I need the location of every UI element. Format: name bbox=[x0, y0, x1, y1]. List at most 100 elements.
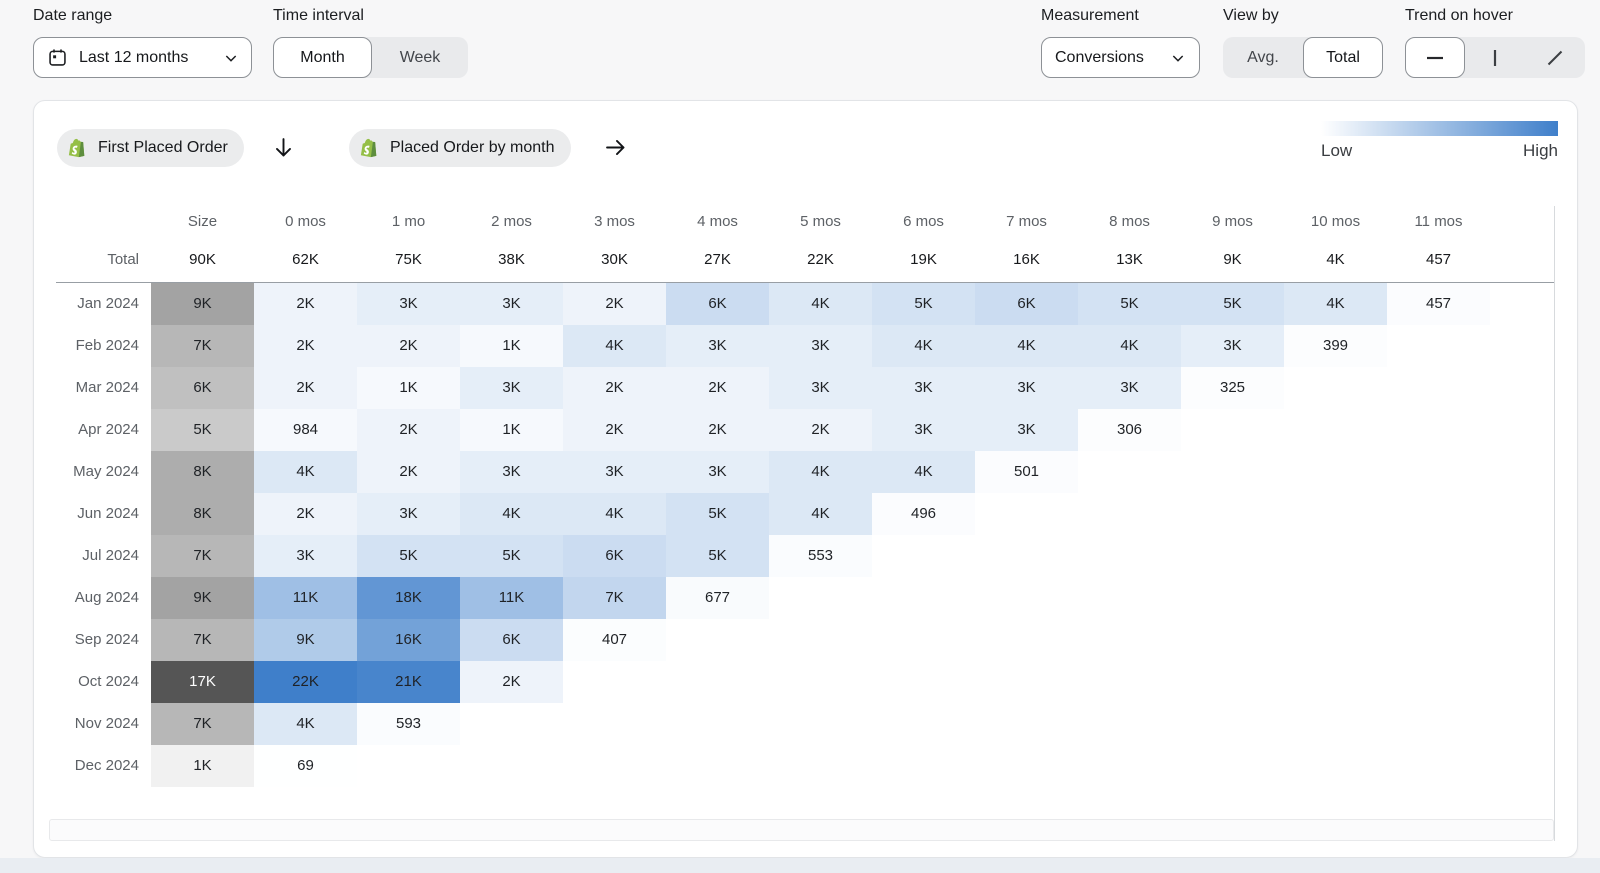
trend-diagonal-line-option[interactable] bbox=[1525, 37, 1585, 78]
heatmap-cell[interactable]: 3K bbox=[563, 451, 666, 493]
heatmap-cell[interactable]: 4K bbox=[1284, 283, 1387, 325]
heatmap-cell[interactable]: 6K bbox=[563, 535, 666, 577]
size-cell[interactable]: 7K bbox=[151, 535, 254, 577]
heatmap-cell[interactable]: 407 bbox=[563, 619, 666, 661]
heatmap-cell[interactable]: 3K bbox=[460, 451, 563, 493]
heatmap-cell[interactable]: 3K bbox=[357, 493, 460, 535]
heatmap-cell[interactable]: 6K bbox=[975, 283, 1078, 325]
heatmap-cell[interactable]: 18K bbox=[357, 577, 460, 619]
heatmap-cell[interactable]: 306 bbox=[1078, 409, 1181, 451]
heatmap-cell[interactable]: 3K bbox=[872, 367, 975, 409]
heatmap-cell[interactable]: 2K bbox=[357, 451, 460, 493]
heatmap-cell[interactable]: 3K bbox=[872, 409, 975, 451]
size-cell[interactable]: 5K bbox=[151, 409, 254, 451]
heatmap-cell[interactable]: 457 bbox=[1387, 283, 1490, 325]
heatmap-cell[interactable]: 2K bbox=[357, 409, 460, 451]
view-by-avg[interactable]: Avg. bbox=[1247, 48, 1279, 66]
heatmap-cell[interactable]: 2K bbox=[460, 661, 563, 703]
heatmap-cell[interactable]: 6K bbox=[666, 283, 769, 325]
heatmap-cell[interactable]: 5K bbox=[460, 535, 563, 577]
heatmap-cell[interactable]: 553 bbox=[769, 535, 872, 577]
size-cell[interactable]: 7K bbox=[151, 703, 254, 745]
heatmap-cell[interactable]: 3K bbox=[460, 283, 563, 325]
return-event-badge[interactable]: Placed Order by month bbox=[349, 129, 571, 167]
heatmap-cell[interactable]: 5K bbox=[1181, 283, 1284, 325]
heatmap-cell[interactable]: 6K bbox=[460, 619, 563, 661]
heatmap-cell[interactable]: 3K bbox=[254, 535, 357, 577]
heatmap-cell[interactable]: 984 bbox=[254, 409, 357, 451]
horizontal-scrollbar[interactable] bbox=[49, 819, 1554, 841]
heatmap-cell[interactable]: 4K bbox=[254, 703, 357, 745]
heatmap-cell[interactable]: 399 bbox=[1284, 325, 1387, 367]
heatmap-cell[interactable]: 4K bbox=[254, 451, 357, 493]
heatmap-cell[interactable]: 5K bbox=[1078, 283, 1181, 325]
time-interval-month[interactable]: Month bbox=[273, 37, 372, 78]
source-event-badge[interactable]: First Placed Order bbox=[57, 129, 244, 167]
heatmap-cell[interactable]: 4K bbox=[563, 493, 666, 535]
view-by-total[interactable]: Total bbox=[1303, 37, 1383, 78]
heatmap-cell[interactable]: 7K bbox=[563, 577, 666, 619]
heatmap-cell[interactable]: 2K bbox=[254, 493, 357, 535]
heatmap-cell[interactable]: 325 bbox=[1181, 367, 1284, 409]
heatmap-cell[interactable]: 9K bbox=[254, 619, 357, 661]
heatmap-cell[interactable]: 11K bbox=[460, 577, 563, 619]
trend-horizontal-line-option[interactable] bbox=[1405, 37, 1465, 78]
heatmap-cell[interactable]: 4K bbox=[563, 325, 666, 367]
heatmap-cell[interactable]: 16K bbox=[357, 619, 460, 661]
heatmap-cell[interactable]: 593 bbox=[357, 703, 460, 745]
size-cell[interactable]: 8K bbox=[151, 451, 254, 493]
heatmap-cell[interactable]: 3K bbox=[1078, 367, 1181, 409]
heatmap-cell[interactable]: 3K bbox=[975, 367, 1078, 409]
heatmap-cell[interactable]: 2K bbox=[357, 325, 460, 367]
heatmap-cell[interactable]: 4K bbox=[460, 493, 563, 535]
size-cell[interactable]: 9K bbox=[151, 577, 254, 619]
heatmap-cell[interactable]: 4K bbox=[975, 325, 1078, 367]
heatmap-cell[interactable]: 3K bbox=[666, 451, 769, 493]
heatmap-cell[interactable]: 2K bbox=[666, 367, 769, 409]
heatmap-cell[interactable]: 4K bbox=[872, 325, 975, 367]
heatmap-cell[interactable]: 21K bbox=[357, 661, 460, 703]
heatmap-cell[interactable]: 2K bbox=[254, 325, 357, 367]
heatmap-cell[interactable]: 5K bbox=[872, 283, 975, 325]
size-cell[interactable]: 6K bbox=[151, 367, 254, 409]
heatmap-cell[interactable]: 1K bbox=[460, 409, 563, 451]
size-cell[interactable]: 8K bbox=[151, 493, 254, 535]
heatmap-cell[interactable]: 22K bbox=[254, 661, 357, 703]
heatmap-cell[interactable]: 496 bbox=[872, 493, 975, 535]
size-cell[interactable]: 17K bbox=[151, 661, 254, 703]
heatmap-cell[interactable]: 1K bbox=[460, 325, 563, 367]
heatmap-cell[interactable]: 4K bbox=[769, 493, 872, 535]
heatmap-cell[interactable]: 501 bbox=[975, 451, 1078, 493]
heatmap-cell[interactable]: 3K bbox=[460, 367, 563, 409]
heatmap-cell[interactable]: 2K bbox=[254, 283, 357, 325]
size-cell[interactable]: 1K bbox=[151, 745, 254, 787]
heatmap-cell[interactable]: 2K bbox=[666, 409, 769, 451]
heatmap-cell[interactable]: 3K bbox=[666, 325, 769, 367]
heatmap-cell[interactable]: 1K bbox=[357, 367, 460, 409]
heatmap-cell[interactable]: 69 bbox=[254, 745, 357, 787]
heatmap-cell[interactable]: 2K bbox=[563, 409, 666, 451]
heatmap-cell[interactable]: 4K bbox=[769, 283, 872, 325]
measurement-dropdown[interactable]: Conversions bbox=[1041, 37, 1200, 78]
heatmap-cell[interactable]: 11K bbox=[254, 577, 357, 619]
date-range-button[interactable]: Last 12 months bbox=[33, 37, 252, 78]
heatmap-cell[interactable]: 3K bbox=[769, 325, 872, 367]
heatmap-cell[interactable]: 3K bbox=[769, 367, 872, 409]
heatmap-cell[interactable]: 677 bbox=[666, 577, 769, 619]
heatmap-cell[interactable]: 3K bbox=[357, 283, 460, 325]
heatmap-cell[interactable]: 4K bbox=[769, 451, 872, 493]
heatmap-cell[interactable]: 4K bbox=[1078, 325, 1181, 367]
trend-vertical-line-option[interactable] bbox=[1465, 37, 1525, 78]
heatmap-cell[interactable]: 5K bbox=[666, 493, 769, 535]
time-interval-week[interactable]: Week bbox=[399, 48, 441, 66]
size-cell[interactable]: 7K bbox=[151, 619, 254, 661]
heatmap-cell[interactable]: 5K bbox=[666, 535, 769, 577]
heatmap-cell[interactable]: 3K bbox=[1181, 325, 1284, 367]
heatmap-cell[interactable]: 5K bbox=[357, 535, 460, 577]
size-cell[interactable]: 7K bbox=[151, 325, 254, 367]
heatmap-cell[interactable]: 2K bbox=[769, 409, 872, 451]
heatmap-cell[interactable]: 2K bbox=[563, 367, 666, 409]
size-cell[interactable]: 9K bbox=[151, 283, 254, 325]
heatmap-cell[interactable]: 3K bbox=[975, 409, 1078, 451]
heatmap-cell[interactable]: 2K bbox=[563, 283, 666, 325]
